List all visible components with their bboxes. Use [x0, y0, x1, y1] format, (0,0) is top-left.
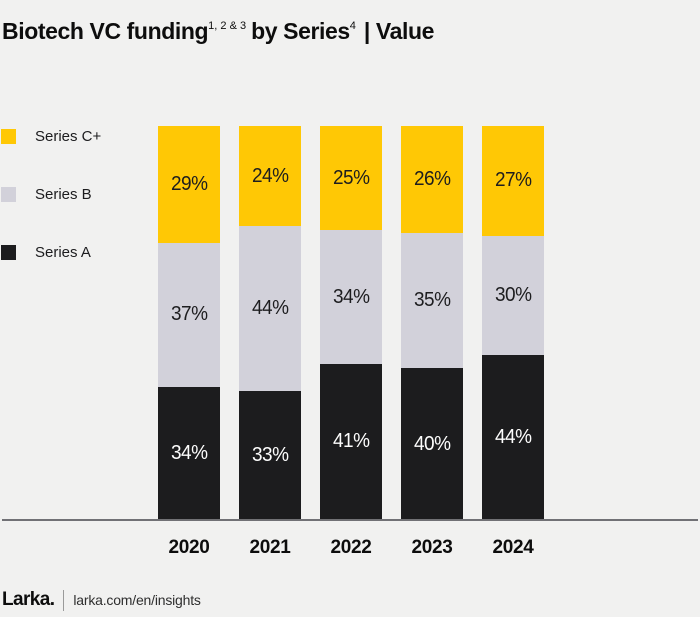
x-axis-tick-label: 2020	[168, 537, 210, 558]
x-axis-labels: 2020 2021 2022 2023 2024	[158, 537, 544, 559]
plot-area: 29% 37% 34% 24% 44% 33% 25% 34% 41% 26% 35% 40% 27% 3…	[158, 126, 544, 520]
title-footnote-2: 4	[349, 20, 356, 33]
segment-value-label: 34%	[170, 441, 208, 464]
x-axis-tick-label: 2024	[492, 537, 534, 558]
x-axis-tick-label: 2022	[330, 537, 372, 558]
legend-item: Series C+	[1, 127, 102, 145]
segment-value-label: 30%	[494, 284, 532, 307]
brand-logo: Larka.	[2, 589, 55, 610]
bar-segment-series-c-: 25%	[320, 126, 382, 231]
bar-segment-series-b: 44%	[239, 226, 301, 391]
stacked-bar-2022: 25% 34% 41%	[320, 126, 382, 520]
footer: Larka. larka.com/en/insights	[2, 589, 201, 611]
segment-value-label: 25%	[332, 166, 370, 189]
title-part-3: | Value	[363, 18, 435, 45]
page-title: Biotech VC funding1, 2 & 3 by Series4 | Va…	[2, 18, 434, 45]
title-footnote-1: 1, 2 & 3	[208, 20, 247, 33]
segment-value-label: 34%	[332, 285, 370, 308]
legend: Series C+ Series B Series A	[1, 128, 101, 302]
bar-segment-series-a: 34%	[158, 386, 220, 520]
segment-value-label: 41%	[332, 430, 370, 453]
x-axis-tick-label: 2021	[249, 537, 291, 558]
segment-value-label: 35%	[413, 288, 451, 311]
title-part-2: by Series	[251, 18, 350, 45]
bar-segment-series-b: 30%	[482, 235, 544, 356]
bar-segment-series-a: 44%	[482, 355, 544, 520]
segment-value-label: 29%	[170, 173, 208, 196]
footer-divider	[63, 589, 65, 611]
bar-segment-series-c-: 26%	[401, 126, 463, 233]
segment-value-label: 44%	[494, 426, 532, 449]
legend-label: Series A	[35, 243, 91, 261]
legend-swatch-icon	[1, 128, 16, 144]
x-axis-line	[2, 519, 698, 521]
legend-item: Series A	[1, 243, 101, 261]
stacked-bar-2024: 27% 30% 44%	[482, 126, 544, 520]
bar-segment-series-b: 35%	[401, 232, 463, 369]
segment-value-label: 44%	[251, 297, 289, 320]
legend-swatch-icon	[1, 244, 16, 260]
legend-label: Series B	[35, 185, 92, 203]
segment-value-label: 40%	[413, 432, 451, 455]
bar-segment-series-c-: 27%	[482, 126, 544, 236]
segment-value-label: 27%	[494, 169, 532, 192]
bar-segment-series-b: 37%	[158, 243, 220, 387]
segment-value-label: 37%	[170, 303, 208, 326]
bar-segment-series-c-: 29%	[158, 126, 220, 244]
stacked-bar-2020: 29% 37% 34%	[158, 126, 220, 520]
stacked-bar-2023: 26% 35% 40%	[401, 126, 463, 520]
footer-url: larka.com/en/insights	[73, 592, 201, 608]
title-part-1: Biotech VC funding	[2, 18, 209, 45]
bar-segment-series-b: 34%	[320, 230, 382, 364]
bar-segment-series-a: 33%	[239, 390, 301, 520]
x-axis-tick-label: 2023	[411, 537, 453, 558]
segment-value-label: 33%	[251, 443, 289, 466]
segment-value-label: 26%	[413, 167, 451, 190]
legend-label: Series C+	[35, 127, 102, 145]
segment-value-label: 24%	[251, 164, 289, 187]
legend-swatch-icon	[1, 186, 16, 202]
bar-segment-series-c-: 24%	[239, 126, 301, 227]
stacked-bar-2021: 24% 44% 33%	[239, 126, 301, 520]
bar-segment-series-a: 40%	[401, 368, 463, 520]
legend-item: Series B	[1, 185, 101, 203]
bar-segment-series-a: 41%	[320, 363, 382, 520]
